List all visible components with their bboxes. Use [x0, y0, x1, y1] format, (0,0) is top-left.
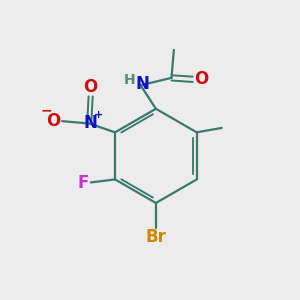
- Text: O: O: [46, 112, 60, 130]
- Text: O: O: [194, 70, 208, 88]
- Text: Br: Br: [146, 229, 166, 246]
- Text: N: N: [135, 75, 149, 93]
- Text: −: −: [40, 104, 52, 118]
- Text: F: F: [77, 174, 88, 192]
- Text: N: N: [83, 114, 97, 132]
- Text: O: O: [83, 78, 98, 96]
- Text: +: +: [94, 110, 103, 120]
- Text: H: H: [124, 73, 135, 87]
